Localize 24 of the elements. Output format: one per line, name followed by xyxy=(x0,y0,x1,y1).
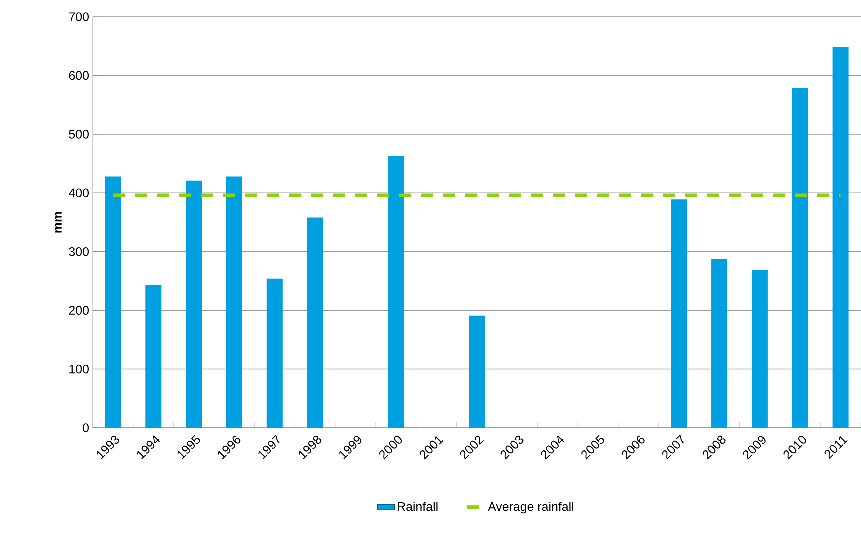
y-tick-label: 300 xyxy=(69,247,89,256)
y-axis-title: mm xyxy=(55,212,62,233)
legend-label: Rainfall xyxy=(398,502,438,512)
bar xyxy=(266,278,283,428)
y-tick-label: 400 xyxy=(68,188,89,198)
bar xyxy=(307,218,324,428)
bar xyxy=(186,180,202,428)
bar xyxy=(832,46,849,428)
bar xyxy=(226,176,242,428)
bar xyxy=(388,156,404,428)
legend-label: Average rainfall xyxy=(488,502,574,514)
y-tick-label: 700 xyxy=(69,12,89,22)
y-tick-label: 500 xyxy=(69,130,89,139)
y-tick-label: 200 xyxy=(69,306,89,315)
bar xyxy=(671,200,688,428)
y-tick-label: 0 xyxy=(83,424,89,432)
bar xyxy=(752,270,768,428)
y-tick-label: 600 xyxy=(69,71,89,80)
bar xyxy=(712,259,728,428)
bar xyxy=(146,285,162,428)
bar xyxy=(105,176,122,428)
bar xyxy=(792,88,808,428)
y-tick-label: 100 xyxy=(70,364,89,374)
bar xyxy=(469,316,486,428)
